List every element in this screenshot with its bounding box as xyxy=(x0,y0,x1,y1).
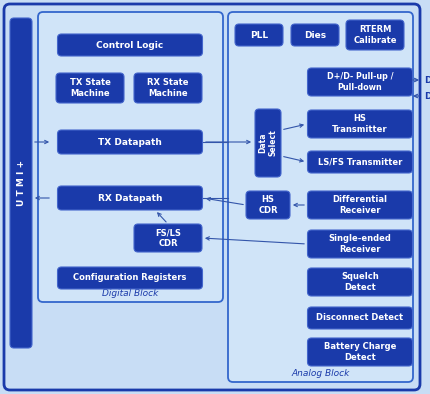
Text: Differential
Receiver: Differential Receiver xyxy=(332,195,387,215)
Text: D+: D+ xyxy=(424,76,430,84)
Text: Dies: Dies xyxy=(304,30,326,39)
Text: PLL: PLL xyxy=(250,30,268,39)
Text: Control Logic: Control Logic xyxy=(96,41,164,50)
Text: FS/LS
CDR: FS/LS CDR xyxy=(155,228,181,248)
Text: Data
Select: Data Select xyxy=(258,130,278,156)
Text: Configuration Registers: Configuration Registers xyxy=(73,273,187,282)
FancyBboxPatch shape xyxy=(291,24,339,46)
FancyBboxPatch shape xyxy=(255,109,281,177)
Text: HS
Transmitter: HS Transmitter xyxy=(332,114,388,134)
Text: RX State
Machine: RX State Machine xyxy=(147,78,189,98)
FancyBboxPatch shape xyxy=(134,73,202,103)
Text: Analog Block: Analog Block xyxy=(291,369,350,378)
Text: Disconnect Detect: Disconnect Detect xyxy=(316,314,404,323)
Text: LS/FS Transmitter: LS/FS Transmitter xyxy=(318,158,402,167)
FancyBboxPatch shape xyxy=(307,268,412,296)
FancyBboxPatch shape xyxy=(58,186,203,210)
FancyBboxPatch shape xyxy=(346,20,404,50)
FancyBboxPatch shape xyxy=(58,130,203,154)
Text: Battery Charge
Detect: Battery Charge Detect xyxy=(324,342,396,362)
FancyBboxPatch shape xyxy=(307,191,412,219)
FancyBboxPatch shape xyxy=(307,338,412,366)
FancyBboxPatch shape xyxy=(235,24,283,46)
FancyBboxPatch shape xyxy=(56,73,124,103)
Text: TX Datapath: TX Datapath xyxy=(98,138,162,147)
FancyBboxPatch shape xyxy=(307,307,412,329)
FancyBboxPatch shape xyxy=(307,110,412,138)
FancyBboxPatch shape xyxy=(228,12,413,382)
FancyBboxPatch shape xyxy=(307,230,412,258)
FancyBboxPatch shape xyxy=(307,151,412,173)
Text: D-: D- xyxy=(424,91,430,100)
Text: U T M I +: U T M I + xyxy=(16,160,25,206)
Text: Squelch
Detect: Squelch Detect xyxy=(341,272,379,292)
FancyBboxPatch shape xyxy=(58,34,203,56)
FancyBboxPatch shape xyxy=(10,18,32,348)
Text: D+/D- Pull-up /
Pull-down: D+/D- Pull-up / Pull-down xyxy=(327,72,393,92)
Text: HS
CDR: HS CDR xyxy=(258,195,278,215)
Text: RX Datapath: RX Datapath xyxy=(98,193,162,203)
FancyBboxPatch shape xyxy=(307,68,412,96)
FancyBboxPatch shape xyxy=(134,224,202,252)
FancyBboxPatch shape xyxy=(58,267,203,289)
Text: Digital Block: Digital Block xyxy=(102,289,159,298)
Text: TX State
Machine: TX State Machine xyxy=(70,78,111,98)
FancyBboxPatch shape xyxy=(4,4,420,390)
Text: Single-ended
Receiver: Single-ended Receiver xyxy=(329,234,391,254)
FancyBboxPatch shape xyxy=(246,191,290,219)
Text: RTERM
Calibrate: RTERM Calibrate xyxy=(353,25,397,45)
FancyBboxPatch shape xyxy=(38,12,223,302)
